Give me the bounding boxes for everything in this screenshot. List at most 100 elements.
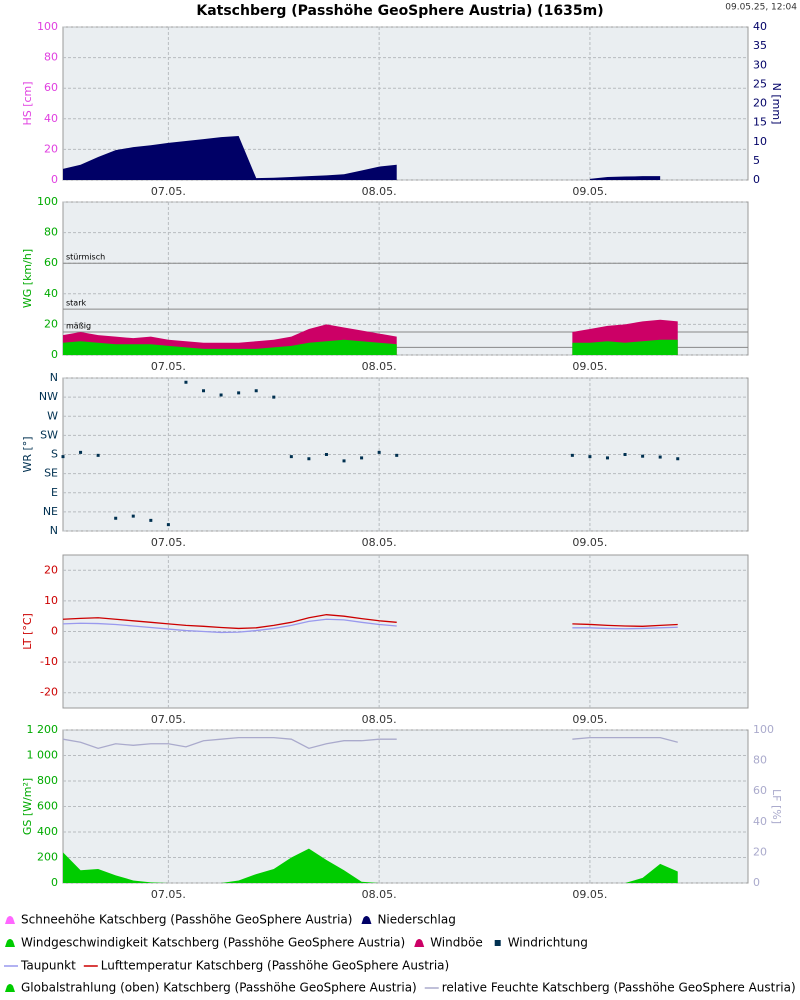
y2-tick-label: 40: [753, 20, 767, 33]
y2-axis-label: LF [%]: [770, 789, 783, 824]
x-tick-label: 08.05.: [362, 360, 397, 373]
y2-tick-label: 60: [753, 784, 767, 797]
y-tick-label: 80: [44, 51, 58, 64]
y2-tick-label: 40: [753, 815, 767, 828]
scatter-point: [114, 516, 118, 520]
legend-label: Globalstrahlung (oben) Katschberg (Passh…: [21, 981, 417, 995]
y2-tick-label: 10: [753, 135, 767, 148]
legend-label: Windgeschwindigkeit Katschberg (Passhöhe…: [21, 936, 405, 950]
y-tick-label: S: [51, 448, 58, 461]
y-tick-label: 100: [37, 195, 58, 208]
scatter-point: [219, 393, 223, 397]
line: [62, 618, 678, 634]
scatter-point: [79, 450, 83, 454]
legend-label: Windböe: [430, 936, 483, 950]
y2-tick-label: 20: [753, 845, 767, 858]
y-tick-label: 10: [44, 594, 58, 607]
y-tick-label: 0: [51, 625, 58, 638]
y-axis-label: WR [°]: [21, 436, 34, 472]
y-axis-label: GS [W/m²]: [21, 778, 34, 835]
scatter-point: [237, 391, 241, 395]
scatter-point: [184, 380, 188, 384]
y2-tick-label: 0: [753, 876, 760, 889]
y-tick-label: W: [47, 409, 58, 422]
y-tick-label: 1 000: [27, 749, 59, 762]
scatter-point: [61, 455, 65, 459]
y2-tick-label: 20: [753, 97, 767, 110]
y2-tick-label: 80: [753, 754, 767, 767]
scatter-point: [202, 389, 206, 393]
y2-tick-label: 0: [753, 173, 760, 186]
y-tick-label: 80: [44, 226, 58, 239]
scatter-point: [254, 389, 258, 393]
y-tick-label: E: [51, 486, 58, 499]
scatter-point: [289, 455, 293, 459]
x-tick-label: 07.05.: [151, 360, 186, 373]
scatter-point: [324, 453, 328, 456]
x-tick-label: 08.05.: [362, 713, 397, 726]
scatter-point: [272, 395, 276, 399]
scatter-point: [342, 459, 346, 463]
legend-label: relative Feuchte Katschberg (Passhöhe Ge…: [442, 981, 796, 995]
y-tick-label: 200: [37, 851, 58, 864]
scatter-point: [588, 455, 592, 459]
area: [63, 136, 661, 180]
scatter-point: [623, 453, 627, 456]
y-tick-label: -20: [40, 686, 58, 699]
legend-label: Lufttemperatur Katschberg (Passhöhe GeoS…: [101, 959, 449, 973]
y-tick-label: 400: [37, 825, 58, 838]
scatter-point: [166, 523, 170, 527]
y-axis-label: HS [cm]: [21, 81, 34, 125]
threshold-label: stark: [66, 299, 86, 308]
scatter-point: [658, 455, 662, 459]
x-tick-label: 09.05.: [572, 713, 607, 726]
area: [63, 319, 678, 355]
x-tick-label: 07.05.: [151, 536, 186, 549]
y2-tick-label: 30: [753, 58, 767, 71]
legend-label: Niederschlag: [377, 913, 455, 927]
y-tick-label: NW: [39, 390, 58, 403]
y-axis-label: WG [km/h]: [21, 249, 34, 308]
y-tick-label: SW: [40, 428, 58, 441]
scatter-point: [149, 518, 153, 522]
area: [63, 848, 678, 883]
scatter-point: [605, 456, 609, 460]
y2-axis-label: N [mm]: [770, 83, 783, 125]
threshold-label: stürmisch: [66, 253, 105, 262]
scatter-point: [676, 457, 680, 461]
y-tick-label: 20: [44, 563, 58, 576]
x-tick-label: 09.05.: [572, 888, 607, 901]
y-axis-label: LT [°C]: [21, 613, 34, 650]
y-tick-label: 0: [51, 876, 58, 889]
y-tick-label: 40: [44, 112, 58, 125]
y-tick-label: 60: [44, 81, 58, 94]
x-tick-label: 08.05.: [362, 536, 397, 549]
legend-marker: [414, 939, 425, 947]
y-tick-label: SE: [44, 467, 58, 480]
y-tick-label: 0: [51, 173, 58, 186]
y-tick-label: N: [50, 371, 58, 384]
scatter-point: [570, 453, 574, 457]
scatter-point: [360, 456, 364, 460]
y-tick-label: 60: [44, 256, 58, 269]
x-tick-label: 08.05.: [362, 888, 397, 901]
y-tick-label: 20: [44, 142, 58, 155]
line: [62, 737, 678, 750]
legend-label: Schneehöhe Katschberg (Passhöhe GeoSpher…: [21, 913, 352, 927]
y2-tick-label: 5: [753, 154, 760, 167]
y-tick-label: 800: [37, 774, 58, 787]
y-tick-label: 1 200: [27, 723, 59, 736]
legend-marker: [5, 916, 15, 924]
x-tick-label: 08.05.: [362, 185, 397, 198]
y-tick-label: 40: [44, 287, 58, 300]
x-tick-label: 09.05.: [572, 185, 607, 198]
x-tick-label: 09.05.: [572, 360, 607, 373]
scatter-point: [641, 454, 645, 458]
legend-marker: [494, 940, 501, 946]
y2-tick-label: 35: [753, 39, 767, 52]
y2-tick-label: 15: [753, 116, 767, 129]
y-tick-label: N: [50, 524, 58, 537]
scatter-point: [377, 450, 381, 454]
y-tick-label: -10: [40, 655, 58, 668]
